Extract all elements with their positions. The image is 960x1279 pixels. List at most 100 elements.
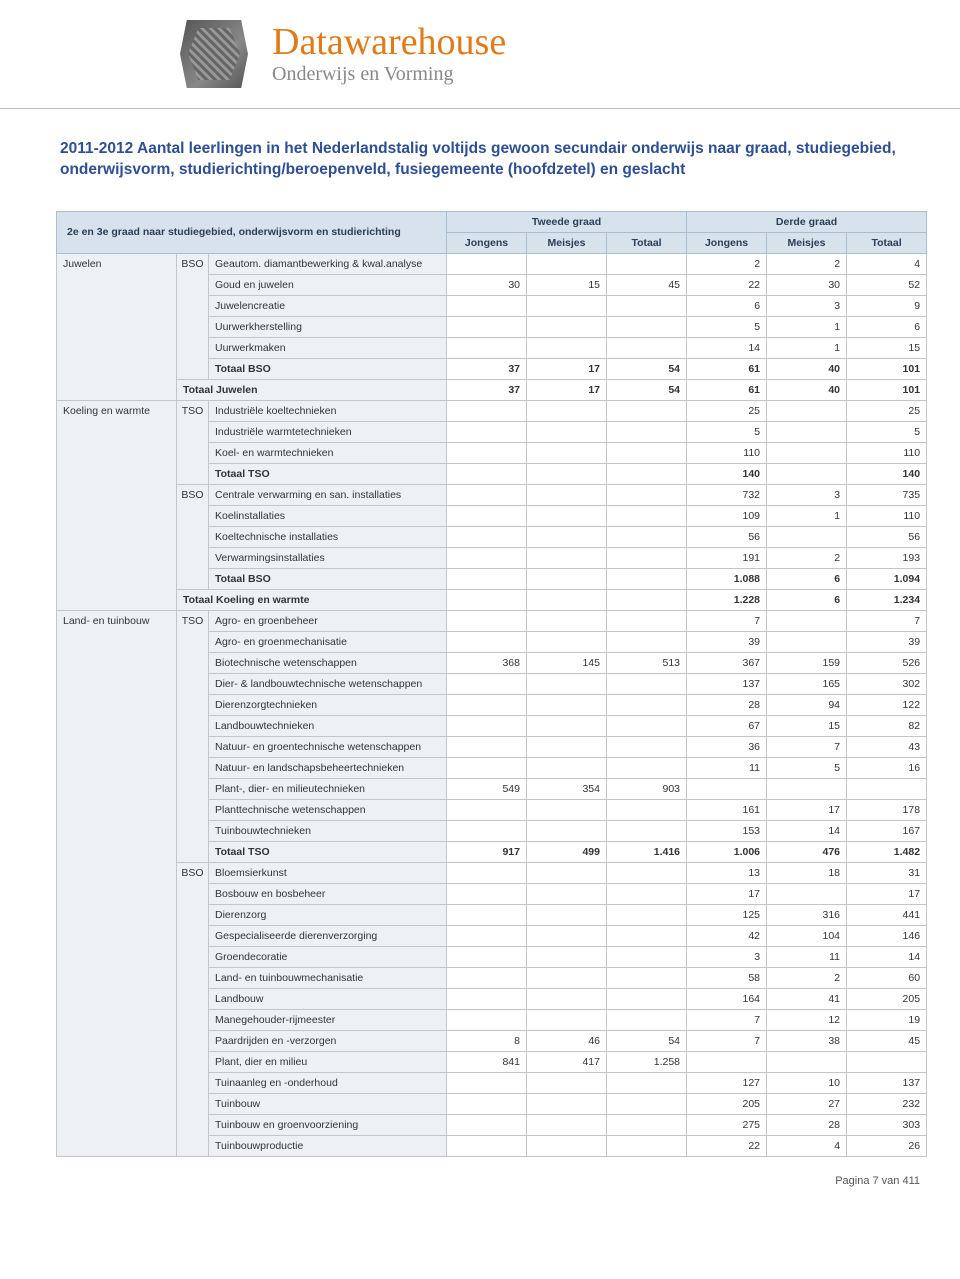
value-cell	[447, 862, 527, 883]
value-cell	[527, 736, 607, 757]
value-cell: 1.258	[607, 1051, 687, 1072]
head-group-b: Derde graad	[687, 211, 927, 232]
value-cell: 1	[767, 337, 847, 358]
value-cell: 476	[767, 841, 847, 862]
value-cell: 122	[847, 694, 927, 715]
value-cell	[607, 568, 687, 589]
table-row: Land- en tuinbouwTSOAgro- en groenbeheer…	[57, 610, 927, 631]
value-cell: 205	[847, 988, 927, 1009]
value-cell: 17	[687, 883, 767, 904]
value-cell	[447, 946, 527, 967]
value-cell: 15	[847, 337, 927, 358]
value-cell: 26	[847, 1135, 927, 1156]
row-label: Manegehouder-rijmeester	[209, 1009, 447, 1030]
value-cell: 11	[687, 757, 767, 778]
value-cell: 56	[687, 526, 767, 547]
value-cell	[607, 400, 687, 421]
value-cell	[607, 862, 687, 883]
value-cell	[607, 736, 687, 757]
value-cell: 526	[847, 652, 927, 673]
value-cell	[607, 421, 687, 442]
value-cell: 193	[847, 547, 927, 568]
value-cell: 2	[767, 547, 847, 568]
value-cell: 5	[687, 421, 767, 442]
row-label: Uurwerkherstelling	[209, 316, 447, 337]
row-label: Tuinbouw en groenvoorziening	[209, 1114, 447, 1135]
value-cell: 841	[447, 1051, 527, 1072]
value-cell	[607, 1135, 687, 1156]
value-cell: 549	[447, 778, 527, 799]
value-cell	[527, 1114, 607, 1135]
value-cell	[527, 316, 607, 337]
value-cell	[447, 1009, 527, 1030]
value-cell: 17	[847, 883, 927, 904]
value-cell: 303	[847, 1114, 927, 1135]
value-cell	[527, 925, 607, 946]
value-cell: 39	[847, 631, 927, 652]
lion-logo-icon	[180, 20, 248, 88]
value-cell	[607, 925, 687, 946]
onderwijsvorm-cell: BSO	[177, 862, 209, 1156]
table-body: JuwelenBSOGeautom. diamantbewerking & kw…	[57, 253, 927, 1156]
value-cell: 146	[847, 925, 927, 946]
table-row: Totaal Juwelen3717546140101	[57, 379, 927, 400]
table-row: BSOBloemsierkunst131831	[57, 862, 927, 883]
table-row: Koeling en warmteTSOIndustriële koeltech…	[57, 400, 927, 421]
subtotal-label: Totaal BSO	[209, 358, 447, 379]
value-cell	[527, 694, 607, 715]
value-cell: 36	[687, 736, 767, 757]
row-label: Natuur- en landschapsbeheertechnieken	[209, 757, 447, 778]
value-cell	[447, 715, 527, 736]
row-label: Tuinbouw	[209, 1093, 447, 1114]
value-cell: 2	[767, 967, 847, 988]
value-cell	[527, 505, 607, 526]
col-head: Jongens	[447, 232, 527, 253]
value-cell	[847, 778, 927, 799]
value-cell	[447, 736, 527, 757]
value-cell	[607, 1093, 687, 1114]
value-cell	[447, 1072, 527, 1093]
value-cell	[447, 1135, 527, 1156]
value-cell: 18	[767, 862, 847, 883]
value-cell	[767, 1051, 847, 1072]
studiegebied-cell: Koeling en warmte	[57, 400, 177, 610]
value-cell	[447, 757, 527, 778]
value-cell: 140	[687, 463, 767, 484]
value-cell: 28	[767, 1114, 847, 1135]
value-cell	[447, 820, 527, 841]
value-cell: 232	[847, 1093, 927, 1114]
value-cell: 28	[687, 694, 767, 715]
value-cell	[447, 631, 527, 652]
value-cell	[527, 820, 607, 841]
value-cell: 7	[687, 1030, 767, 1051]
onderwijsvorm-cell: BSO	[177, 484, 209, 589]
value-cell: 159	[767, 652, 847, 673]
value-cell: 60	[847, 967, 927, 988]
value-cell: 205	[687, 1093, 767, 1114]
table-row: BSOCentrale verwarming en san. installat…	[57, 484, 927, 505]
page-title: 2011-2012 Aantal leerlingen in het Neder…	[0, 109, 960, 211]
group-total-label: Totaal Juwelen	[177, 379, 447, 400]
value-cell: 22	[687, 274, 767, 295]
value-cell: 61	[687, 358, 767, 379]
value-cell: 7	[687, 610, 767, 631]
value-cell: 1	[767, 316, 847, 337]
value-cell	[527, 547, 607, 568]
onderwijsvorm-cell: TSO	[177, 610, 209, 862]
value-cell: 37	[447, 379, 527, 400]
value-cell: 54	[607, 358, 687, 379]
value-cell	[767, 526, 847, 547]
value-cell: 17	[767, 799, 847, 820]
value-cell: 1.482	[847, 841, 927, 862]
value-cell: 41	[767, 988, 847, 1009]
studiegebied-cell: Land- en tuinbouw	[57, 610, 177, 1156]
value-cell: 7	[767, 736, 847, 757]
value-cell	[527, 1009, 607, 1030]
value-cell: 917	[447, 841, 527, 862]
value-cell	[607, 463, 687, 484]
value-cell	[447, 883, 527, 904]
value-cell: 42	[687, 925, 767, 946]
row-label: Centrale verwarming en san. installaties	[209, 484, 447, 505]
value-cell	[447, 442, 527, 463]
value-cell: 167	[847, 820, 927, 841]
